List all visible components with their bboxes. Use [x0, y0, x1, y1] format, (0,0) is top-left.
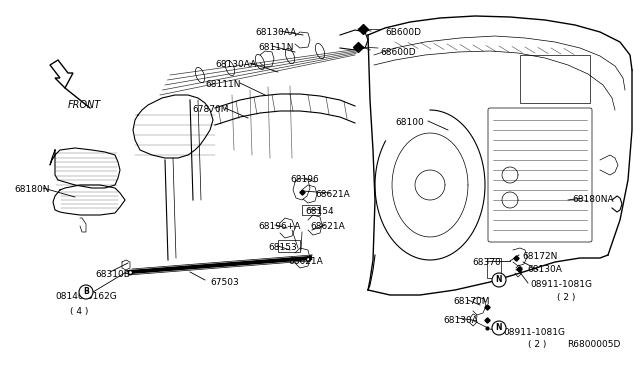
Text: 68153: 68153: [268, 243, 297, 252]
Text: 68621A: 68621A: [310, 222, 345, 231]
Text: 08146-6162G: 08146-6162G: [55, 292, 116, 301]
Text: 67503: 67503: [210, 278, 239, 287]
Text: 68180NA: 68180NA: [572, 195, 614, 204]
Ellipse shape: [316, 44, 324, 59]
Polygon shape: [50, 60, 73, 88]
Circle shape: [492, 321, 506, 335]
Text: FRONT: FRONT: [68, 100, 101, 110]
Text: 68130A: 68130A: [527, 265, 562, 274]
Text: 68172N: 68172N: [522, 252, 557, 261]
Text: 68130AA: 68130AA: [255, 28, 296, 37]
Circle shape: [492, 273, 506, 287]
Text: 68196: 68196: [290, 175, 319, 184]
Text: 08911-1081G: 08911-1081G: [530, 280, 592, 289]
Ellipse shape: [255, 54, 265, 70]
Text: 68154: 68154: [305, 207, 333, 216]
Text: 68180N: 68180N: [14, 185, 49, 194]
Text: 68621A: 68621A: [288, 257, 323, 266]
Bar: [302, 205, 320, 215]
Circle shape: [79, 285, 93, 299]
Text: B: B: [83, 288, 89, 296]
Text: R6800005D: R6800005D: [567, 340, 620, 349]
Text: 68600D: 68600D: [380, 48, 415, 57]
Text: ( 4 ): ( 4 ): [70, 307, 88, 316]
Text: 68130AA: 68130AA: [215, 60, 256, 69]
Text: 68100: 68100: [395, 118, 424, 127]
Text: 68170M: 68170M: [453, 297, 490, 306]
Text: ( 2 ): ( 2 ): [528, 340, 547, 349]
Ellipse shape: [195, 67, 205, 83]
Text: 67870M: 67870M: [192, 105, 228, 114]
Text: 68621A: 68621A: [315, 190, 349, 199]
Ellipse shape: [285, 48, 294, 64]
Text: 68310B: 68310B: [95, 270, 130, 279]
Text: N: N: [496, 276, 502, 285]
Bar: [520, 55, 590, 103]
Text: 68130A: 68130A: [443, 316, 478, 325]
Bar: [487, 258, 501, 278]
Text: 68196+A: 68196+A: [258, 222, 300, 231]
Ellipse shape: [225, 60, 235, 76]
Text: 68111N: 68111N: [258, 43, 294, 52]
Text: ( 2 ): ( 2 ): [557, 293, 575, 302]
Text: N: N: [496, 324, 502, 333]
Bar: [278, 240, 300, 252]
Text: 08911-1081G: 08911-1081G: [503, 328, 565, 337]
Text: 68111N: 68111N: [205, 80, 241, 89]
Text: 68370: 68370: [472, 258, 500, 267]
Text: 6B600D: 6B600D: [385, 28, 421, 37]
